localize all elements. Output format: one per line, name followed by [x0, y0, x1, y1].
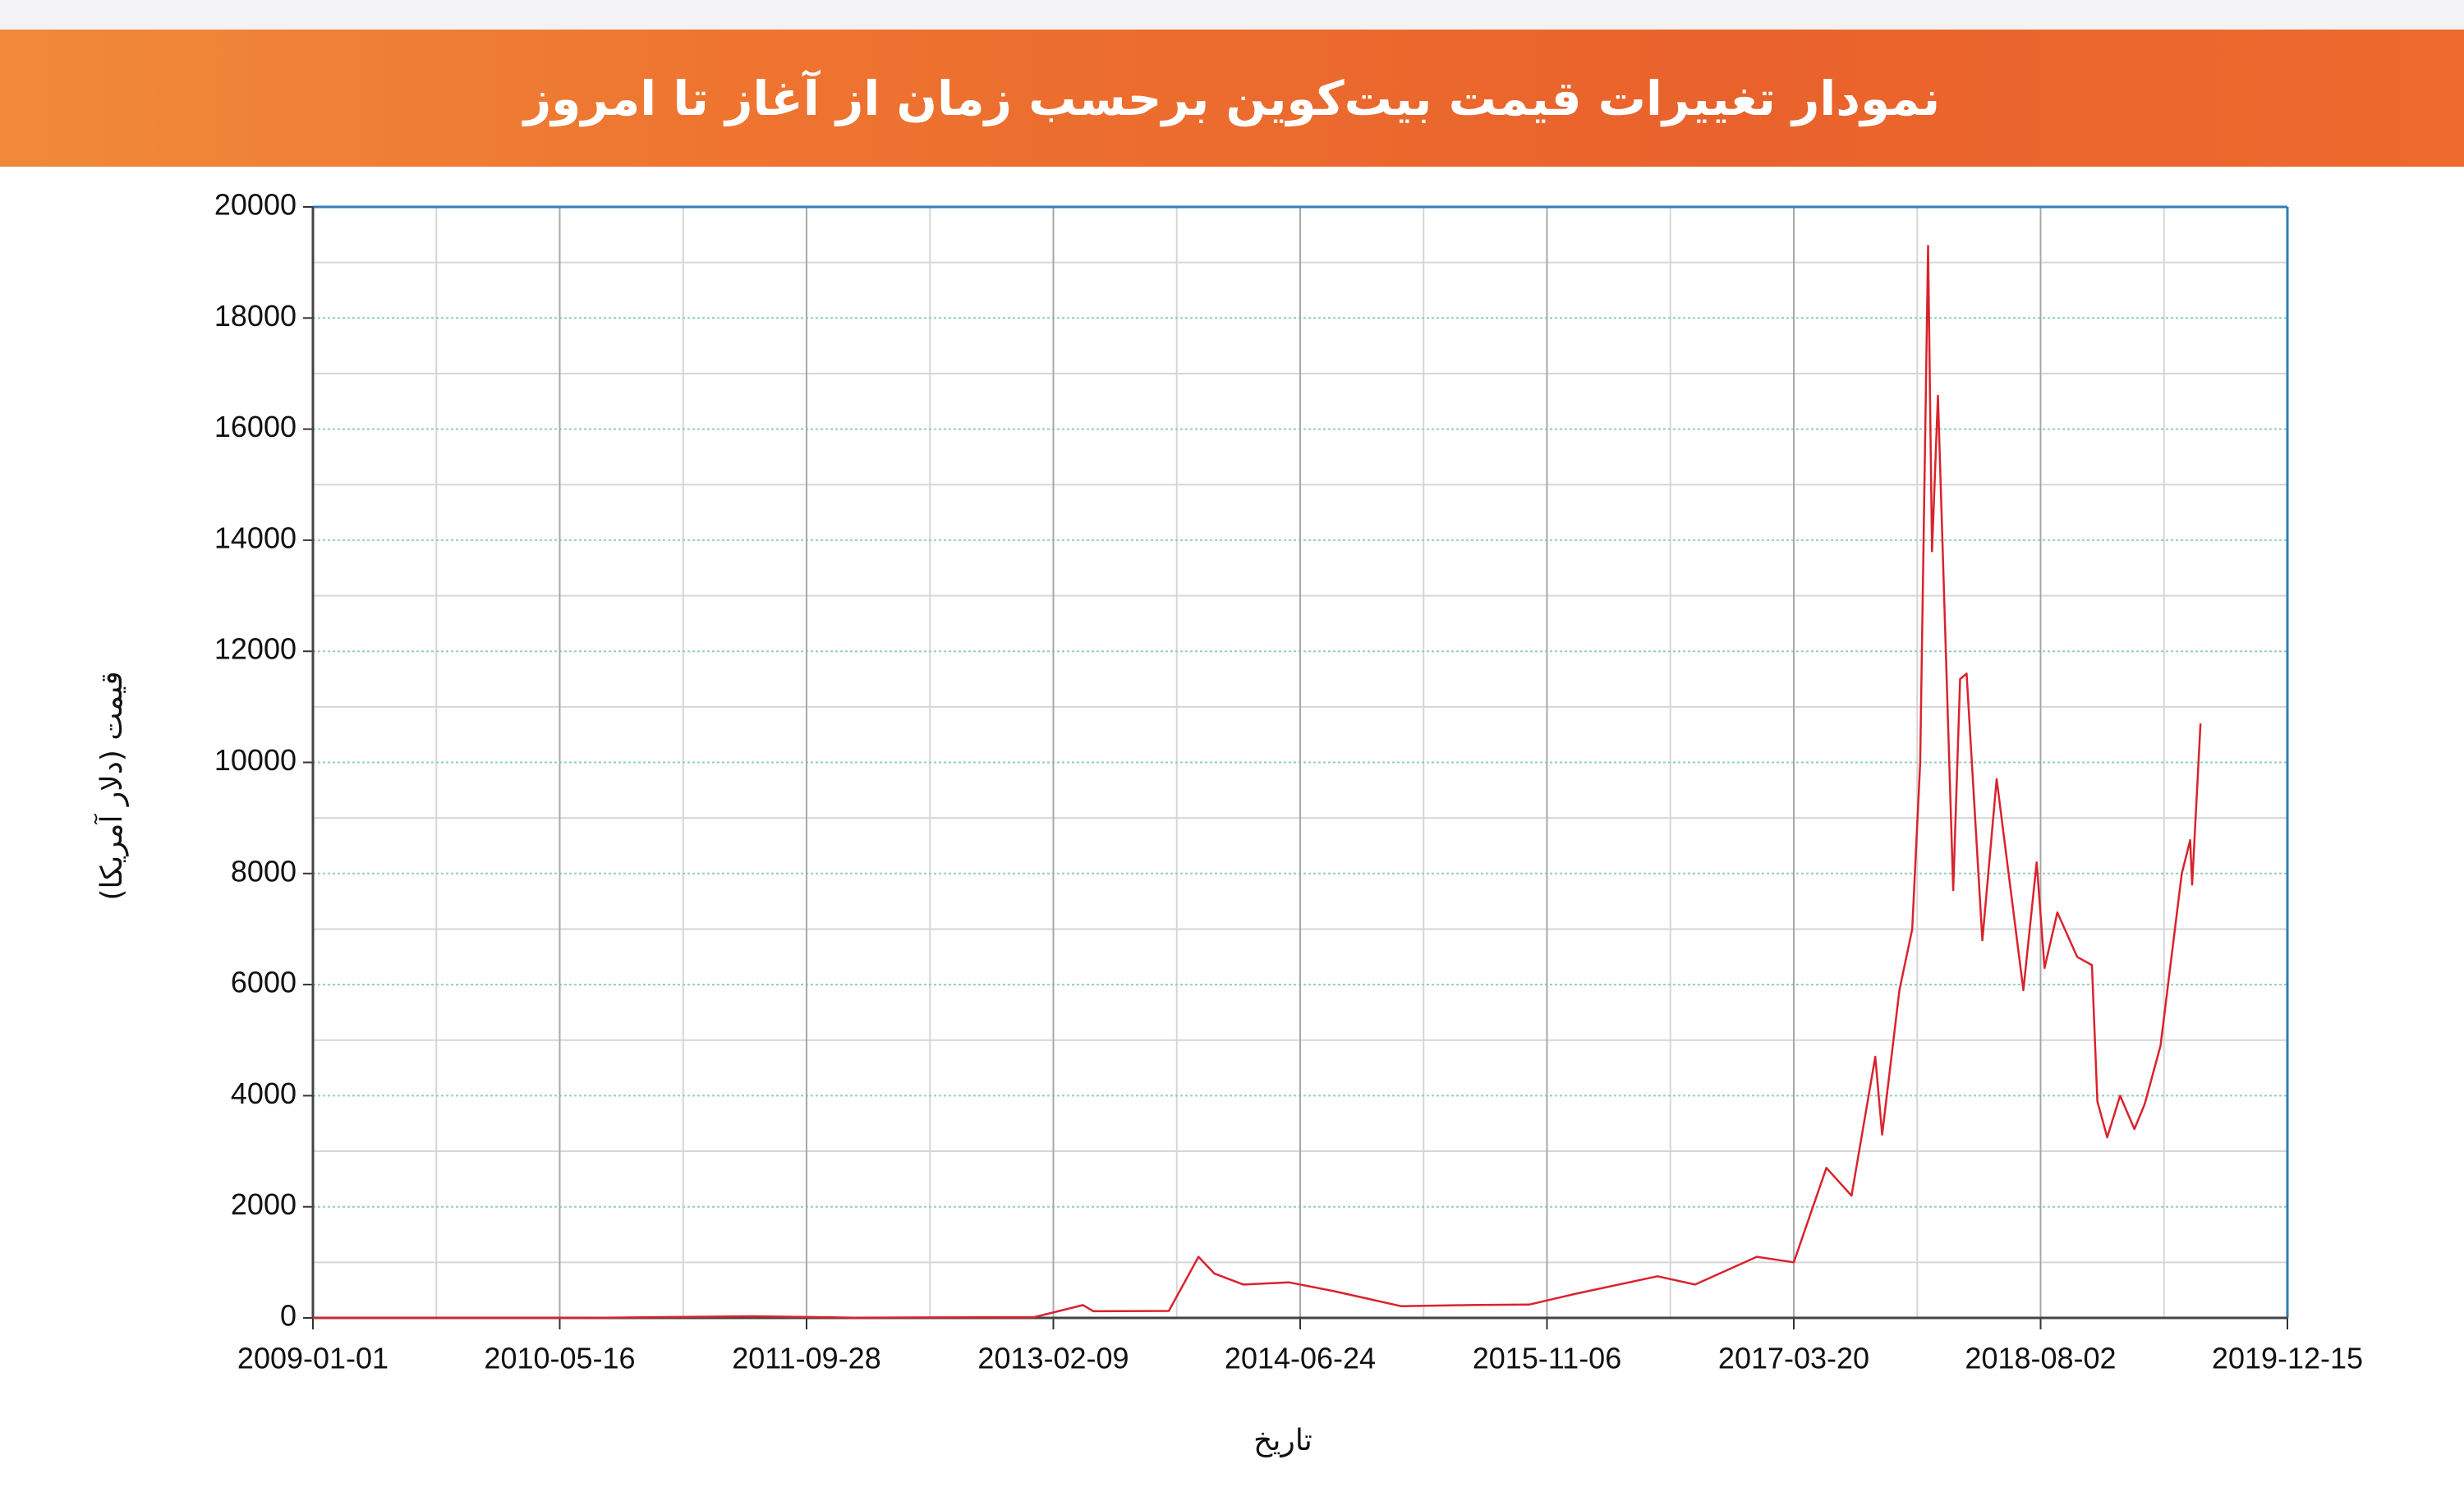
y-tick-label: 10000 [214, 743, 297, 777]
y-tick-label: 6000 [231, 966, 297, 999]
y-tick-label: 18000 [214, 299, 297, 333]
x-tick-label: 2010-05-16 [484, 1342, 635, 1375]
y-axis-label: قیمت (دلار آمریکا) [93, 671, 129, 900]
title-banner: نمودار تغییرات قیمت بیت‌کوین برحسب زمان … [0, 30, 2464, 167]
x-axis-label: تاریخ [1253, 1424, 1312, 1457]
y-tick-label: 20000 [214, 188, 297, 222]
x-tick-label: 2013-02-09 [977, 1342, 1129, 1375]
y-tick-label: 14000 [214, 521, 297, 554]
x-tick-label: 2018-08-02 [1965, 1342, 2116, 1375]
x-tick-label: 2014-06-24 [1225, 1342, 1376, 1375]
y-tick-label: 2000 [231, 1187, 297, 1221]
x-tick-label: 2019-12-15 [2212, 1342, 2363, 1375]
x-tick-label: 2017-03-20 [1718, 1342, 1869, 1375]
y-tick-label: 12000 [214, 632, 297, 666]
chart-title: نمودار تغییرات قیمت بیت‌کوین برحسب زمان … [523, 70, 1941, 126]
top-strip [0, 0, 2464, 30]
x-tick-label: 2011-09-28 [732, 1342, 880, 1375]
y-tick-label: 0 [280, 1299, 297, 1333]
x-tick-label: 2009-01-01 [237, 1342, 388, 1375]
price-line [313, 245, 2202, 1320]
y-tick-label: 16000 [214, 410, 297, 443]
y-tick-label: 4000 [231, 1076, 297, 1110]
x-tick-label: 2015-11-06 [1473, 1342, 1621, 1375]
y-tick-label: 8000 [231, 854, 297, 888]
